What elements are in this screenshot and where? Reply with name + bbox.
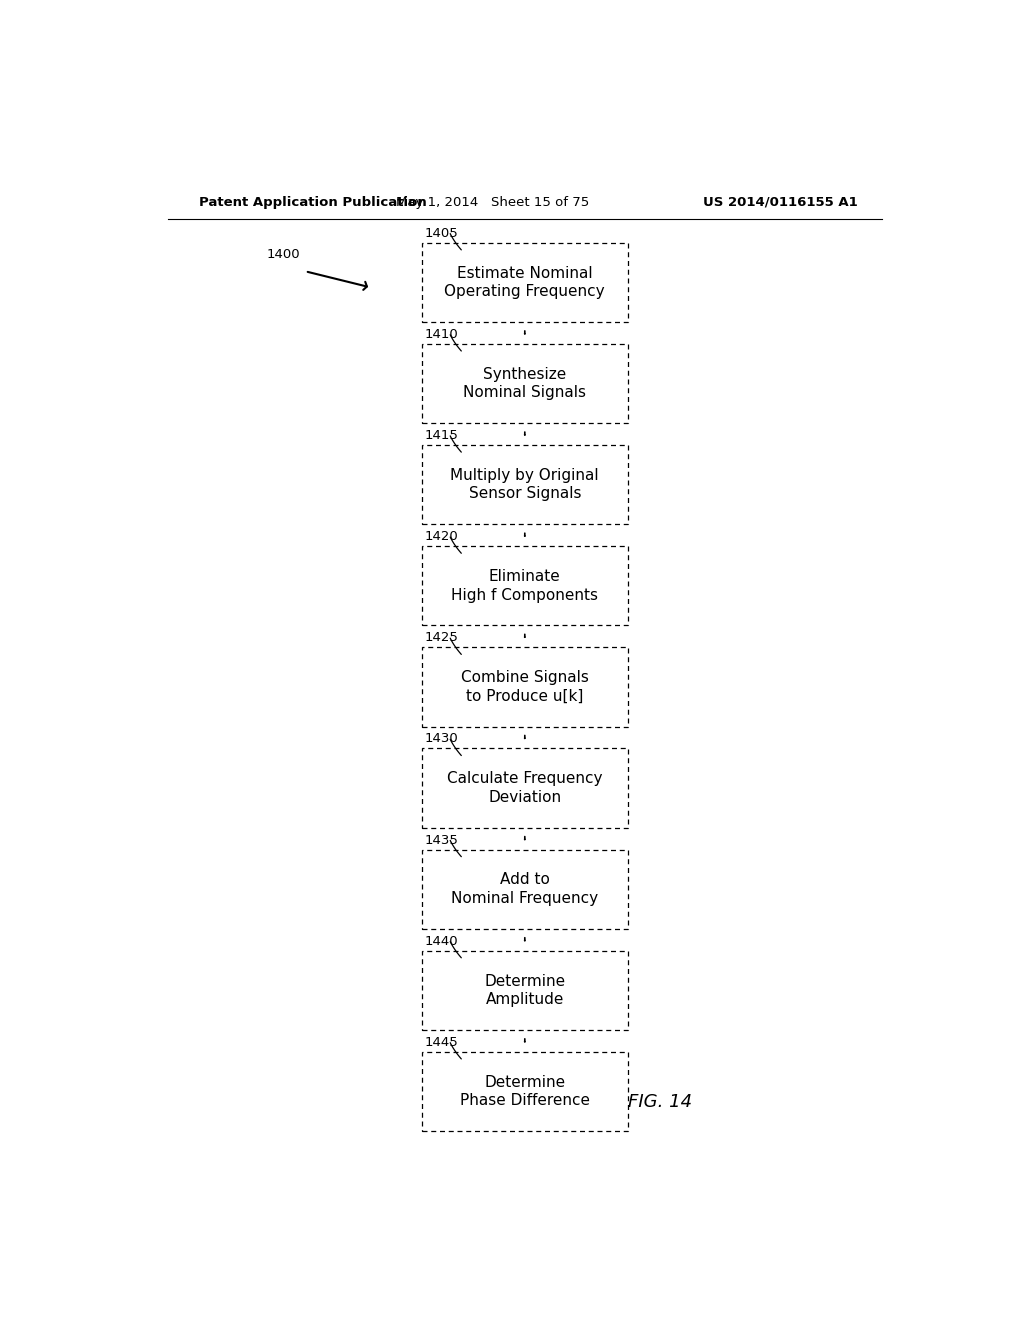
Text: Estimate Nominal
Operating Frequency: Estimate Nominal Operating Frequency — [444, 265, 605, 300]
Text: 1440: 1440 — [425, 935, 459, 948]
Text: 1415: 1415 — [425, 429, 459, 442]
Bar — [422, 546, 628, 626]
Text: Add to
Nominal Frequency: Add to Nominal Frequency — [452, 873, 598, 906]
Text: Determine
Phase Difference: Determine Phase Difference — [460, 1074, 590, 1109]
Text: 1445: 1445 — [425, 1036, 459, 1049]
Text: US 2014/0116155 A1: US 2014/0116155 A1 — [703, 195, 858, 209]
Bar — [422, 748, 628, 828]
Text: 1410: 1410 — [425, 327, 459, 341]
Text: Combine Signals
to Produce u[k]: Combine Signals to Produce u[k] — [461, 671, 589, 704]
Text: 1405: 1405 — [425, 227, 459, 240]
Text: Calculate Frequency
Deviation: Calculate Frequency Deviation — [447, 771, 602, 805]
Bar — [422, 445, 628, 524]
Text: FIG. 14: FIG. 14 — [628, 1093, 692, 1110]
Bar — [422, 243, 628, 322]
Text: 1400: 1400 — [267, 248, 300, 261]
Bar — [422, 647, 628, 726]
Bar — [422, 345, 628, 424]
Text: Synthesize
Nominal Signals: Synthesize Nominal Signals — [463, 367, 587, 400]
Text: 1430: 1430 — [425, 733, 459, 746]
Text: Patent Application Publication: Patent Application Publication — [200, 195, 427, 209]
Text: 1420: 1420 — [425, 531, 459, 543]
Text: Determine
Amplitude: Determine Amplitude — [484, 974, 565, 1007]
Text: 1435: 1435 — [425, 833, 459, 846]
Text: May 1, 2014   Sheet 15 of 75: May 1, 2014 Sheet 15 of 75 — [396, 195, 590, 209]
Text: Multiply by Original
Sensor Signals: Multiply by Original Sensor Signals — [451, 467, 599, 502]
Text: 1425: 1425 — [425, 631, 459, 644]
Text: Eliminate
High f Components: Eliminate High f Components — [452, 569, 598, 603]
Bar — [422, 850, 628, 929]
Bar — [422, 1052, 628, 1131]
Bar — [422, 950, 628, 1030]
